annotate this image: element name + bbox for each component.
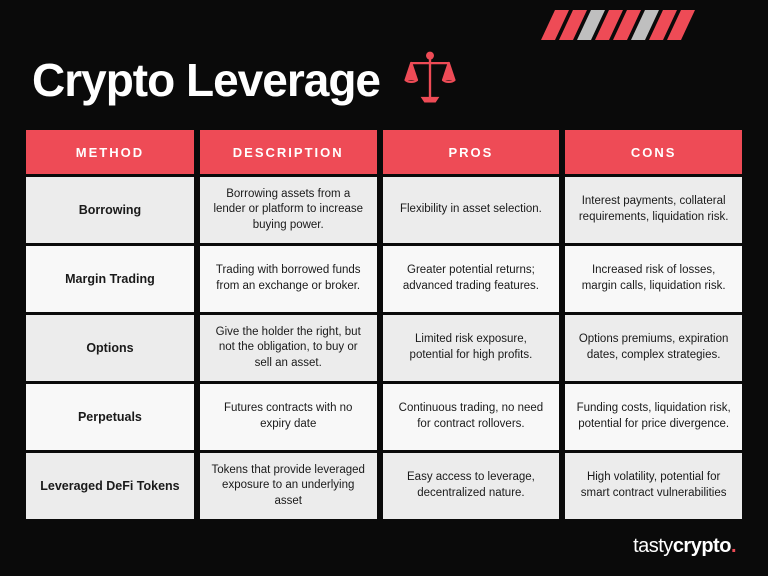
- header-pros: PROS: [383, 130, 560, 174]
- brand-logo: tastycrypto.: [633, 535, 736, 558]
- comparison-table: METHOD Borrowing Margin Trading Options …: [26, 130, 742, 519]
- header-description: DESCRIPTION: [200, 130, 377, 174]
- cell-method: Borrowing: [26, 177, 194, 243]
- cell-pros: Greater potential returns; advanced trad…: [383, 246, 560, 312]
- cell-description: Trading with borrowed funds from an exch…: [200, 246, 377, 312]
- column-pros: PROS Flexibility in asset selection. Gre…: [383, 130, 560, 519]
- column-cons: CONS Interest payments, collateral requi…: [565, 130, 742, 519]
- column-description: DESCRIPTION Borrowing assets from a lend…: [200, 130, 377, 519]
- cell-method: Margin Trading: [26, 246, 194, 312]
- brand-name: tasty: [633, 535, 673, 557]
- header-cons: CONS: [565, 130, 742, 174]
- brand-suffix: crypto: [673, 535, 731, 557]
- cell-cons: Options premiums, expiration dates, comp…: [565, 315, 742, 381]
- cell-pros: Flexibility in asset selection.: [383, 177, 560, 243]
- cell-description: Tokens that provide leveraged exposure t…: [200, 453, 377, 519]
- cell-method: Options: [26, 315, 194, 381]
- cell-cons: Funding costs, liquidation risk, potenti…: [565, 384, 742, 450]
- page-title: Crypto Leverage: [32, 53, 380, 107]
- decorative-stripes: [541, 10, 715, 40]
- cell-description: Borrowing assets from a lender or platfo…: [200, 177, 377, 243]
- cell-method: Perpetuals: [26, 384, 194, 450]
- cell-description: Futures contracts with no expiry date: [200, 384, 377, 450]
- cell-cons: Increased risk of losses, margin calls, …: [565, 246, 742, 312]
- header-method: METHOD: [26, 130, 194, 174]
- cell-method: Leveraged DeFi Tokens: [26, 453, 194, 519]
- cell-cons: High volatility, potential for smart con…: [565, 453, 742, 519]
- column-method: METHOD Borrowing Margin Trading Options …: [26, 130, 194, 519]
- cell-pros: Easy access to leverage, decentralized n…: [383, 453, 560, 519]
- title-row: Crypto Leverage: [32, 50, 460, 110]
- cell-description: Give the holder the right, but not the o…: [200, 315, 377, 381]
- cell-pros: Limited risk exposure, potential for hig…: [383, 315, 560, 381]
- cell-cons: Interest payments, collateral requiremen…: [565, 177, 742, 243]
- cell-pros: Continuous trading, no need for contract…: [383, 384, 560, 450]
- brand-dot: .: [731, 535, 736, 557]
- scales-icon: [400, 50, 460, 110]
